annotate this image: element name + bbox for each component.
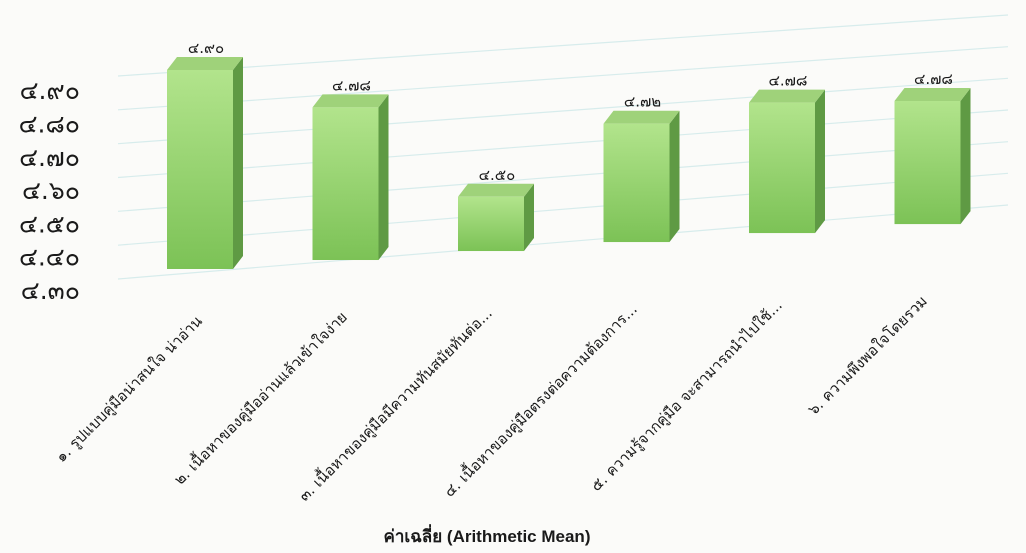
bar-front: [749, 102, 815, 234]
bar-top: [894, 88, 971, 101]
gridline: [117, 141, 1009, 212]
bar-value-label: ๔.๗๘: [332, 76, 371, 94]
y-axis-ticks: ๔.๓๐ ๔.๔๐ ๔.๕๐ ๔.๖๐ ๔.๗๐ ๔.๘๐ ๔.๙๐: [19, 76, 80, 305]
bar-front: [312, 107, 379, 261]
y-tick-label: ๔.๖๐: [22, 176, 80, 205]
bar-value-label: ๔.๗๒: [624, 93, 661, 111]
category-label: ๑. รูปแบบคู่มือน่าสนใจ น่าอ่าน: [52, 312, 206, 466]
bar-top: [167, 57, 243, 70]
gridline: [117, 77, 1009, 145]
bar: [167, 57, 243, 269]
gridline: [117, 46, 1009, 111]
bar-side: [815, 89, 825, 234]
y-tick-label: ๔.๕๐: [19, 209, 80, 238]
bar-front: [167, 70, 233, 269]
bar-top: [458, 183, 534, 197]
bars: [167, 57, 971, 269]
y-tick-label: ๔.๗๐: [19, 143, 80, 172]
bar-front: [603, 123, 670, 243]
category-label: ๖. ความพึงพอใจโดยรวม: [804, 292, 931, 419]
gridline: [117, 109, 1009, 179]
bar-value-label: ๔.๗๘: [914, 70, 953, 88]
gridline: [117, 172, 1009, 246]
bar-side: [669, 110, 680, 243]
bar-side: [233, 57, 243, 269]
bar-top: [603, 110, 680, 124]
bar-value-label: ๔.๗๘: [769, 72, 808, 90]
bar-value-label: ๔.๕๐: [479, 166, 516, 184]
bar-top: [749, 89, 825, 103]
bar-side: [524, 183, 534, 252]
gridline: [117, 204, 1009, 280]
y-tick-label: ๔.๓๐: [21, 276, 80, 305]
bar-front: [894, 101, 961, 225]
bar-value-label: ๔.๙๐: [188, 39, 224, 57]
x-axis-title: ค่าเฉลี่ย (Arithmetic Mean): [384, 524, 591, 546]
bar-top: [312, 94, 389, 108]
bar: [749, 89, 825, 234]
bar-front: [458, 196, 524, 252]
bar: [312, 94, 389, 261]
x-axis-categories: ๑. รูปแบบคู่มือน่าสนใจ น่าอ่าน๒. เนื้อหา…: [52, 292, 931, 505]
y-tick-label: ๔.๙๐: [20, 76, 80, 105]
bar-side: [378, 94, 389, 261]
y-tick-label: ๔.๘๐: [19, 110, 80, 139]
bar: [603, 110, 680, 243]
bar-side: [960, 88, 971, 225]
y-tick-label: ๔.๔๐: [19, 243, 80, 272]
bar: [894, 88, 971, 225]
data-labels: ๔.๙๐๔.๗๘๔.๕๐ ๔.๗๒ ๔.๗๘ ๔.๗๘: [188, 39, 953, 184]
gridlines: [117, 14, 1009, 280]
bar: [458, 183, 534, 252]
gridline: [117, 14, 1009, 77]
